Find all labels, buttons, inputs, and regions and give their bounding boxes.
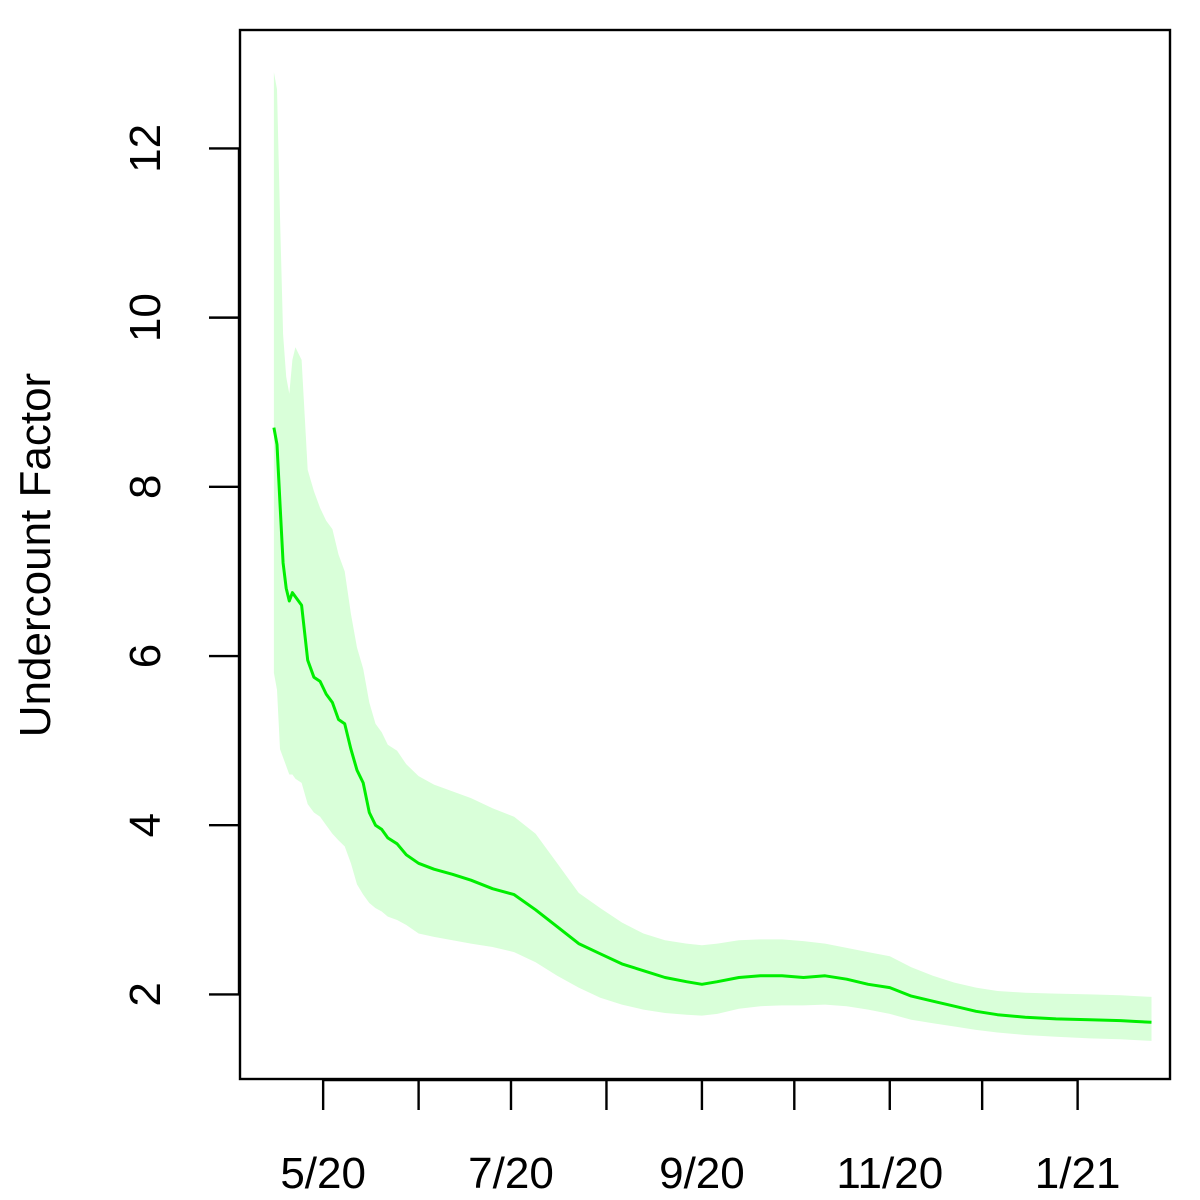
y-tick-label: 8 [121, 475, 170, 499]
confidence-band-layer [273, 72, 1152, 1041]
x-tick-label: 11/20 [836, 1149, 943, 1198]
y-tick-label: 12 [121, 124, 170, 173]
y-tick-label: 2 [121, 982, 170, 1006]
confidence-band [273, 72, 1152, 1041]
y-axis: 2 4 6 8 10 12 [121, 124, 241, 1007]
y-tick-label: 4 [121, 813, 170, 837]
x-tick-label: 7/20 [468, 1149, 554, 1198]
estimate-line [272, 427, 1152, 1024]
estimate-line-layer [272, 427, 1152, 1024]
x-axis: 5/20 7/20 9/20 11/20 1/21 [280, 1078, 1121, 1198]
x-tick-label: 9/20 [659, 1149, 745, 1198]
y-tick-label: 10 [121, 293, 170, 342]
x-tick-label: 5/20 [280, 1149, 366, 1198]
y-axis-title: Undercount Factor [11, 373, 60, 737]
plot-frame [238, 28, 1172, 1081]
x-tick-label: 1/21 [1035, 1149, 1121, 1198]
y-tick-label: 6 [121, 644, 170, 668]
